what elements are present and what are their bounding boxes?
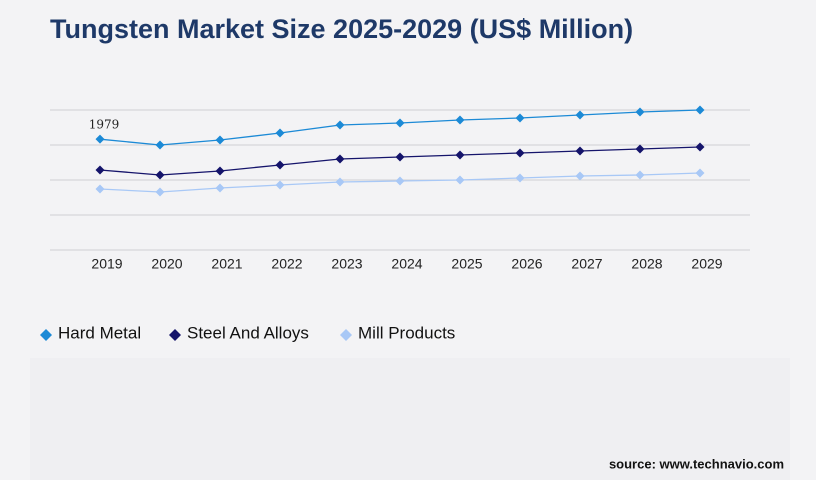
legend-marker xyxy=(40,329,52,341)
legend-label: Mill Products xyxy=(358,323,455,342)
source: source: www.technavio.com xyxy=(609,456,784,471)
legend-label: Steel And Alloys xyxy=(187,323,309,342)
legend-label: Hard Metal xyxy=(58,323,141,342)
series-line xyxy=(99,109,701,146)
point xyxy=(95,184,105,194)
point xyxy=(155,140,165,150)
point xyxy=(695,168,705,178)
point xyxy=(395,152,405,162)
x-tick-label: 2023 xyxy=(331,256,362,272)
point xyxy=(335,120,345,130)
point xyxy=(215,135,225,145)
x-tick-label: 2027 xyxy=(571,256,602,272)
legend-marker xyxy=(340,329,352,341)
point xyxy=(275,180,285,190)
x-tick-label: 2026 xyxy=(511,256,542,272)
point xyxy=(635,107,645,117)
point xyxy=(335,154,345,164)
point xyxy=(275,128,285,138)
point xyxy=(575,171,585,181)
point xyxy=(215,166,225,176)
point xyxy=(95,165,105,175)
point xyxy=(575,146,585,156)
legend-marker xyxy=(169,329,181,341)
point xyxy=(515,148,525,158)
point xyxy=(395,176,405,186)
point xyxy=(155,187,165,197)
x-tick-label: 2019 xyxy=(91,256,122,272)
point xyxy=(335,177,345,187)
point xyxy=(455,175,465,185)
point xyxy=(95,134,105,144)
x-tick-label: 2021 xyxy=(211,256,242,272)
point xyxy=(455,115,465,125)
point xyxy=(275,160,285,170)
point xyxy=(455,150,465,160)
data-label: 1979 xyxy=(89,118,120,132)
x-tick-label: 2028 xyxy=(631,256,662,272)
point xyxy=(575,110,585,120)
x-tick-label: 2024 xyxy=(391,256,422,272)
point xyxy=(155,170,165,180)
point xyxy=(515,113,525,123)
x-tick-label: 2029 xyxy=(691,256,722,272)
point xyxy=(215,183,225,193)
point xyxy=(635,170,645,180)
point xyxy=(395,118,405,128)
x-tick-label: 2020 xyxy=(151,256,182,272)
chart-title: Tungsten Market Size 2025-2029 (US$ Mill… xyxy=(50,14,633,44)
point xyxy=(515,173,525,183)
x-tick-label: 2022 xyxy=(271,256,302,272)
point xyxy=(695,105,705,115)
point xyxy=(635,144,645,154)
point xyxy=(695,142,705,152)
panel xyxy=(30,358,790,480)
x-tick-label: 2025 xyxy=(451,256,482,272)
